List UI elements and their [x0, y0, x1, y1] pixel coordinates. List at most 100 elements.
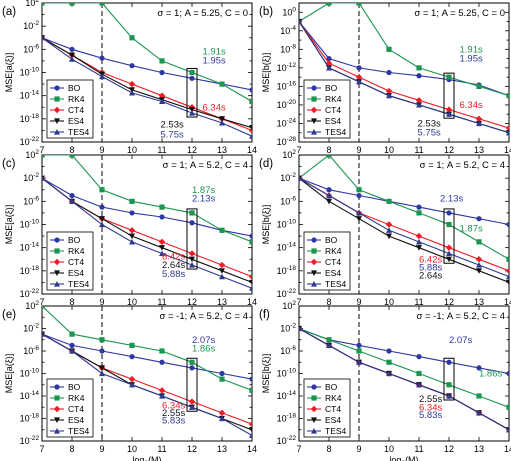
series-line-es4: [299, 177, 509, 283]
data-point-ct4: [475, 115, 483, 123]
series-line-bo: [42, 333, 252, 380]
legend-marker-es4: [311, 270, 317, 276]
x-tick-label: 8: [326, 297, 331, 307]
x-tick-label: 7: [296, 444, 301, 454]
chart-panel-b: 7 8 9 10 11 12 13 14 10-28 10-24 10-20 10-16 10-12 10…: [259, 2, 511, 155]
highlight-box: [186, 357, 198, 412]
data-point-rk4: [446, 382, 452, 388]
data-point-rk4: [326, 337, 332, 343]
data-point-tes4: [219, 415, 225, 422]
legend-marker-es4: [54, 417, 60, 423]
chart-panel-e: 7 8 9 10 11 12 13 14 10-22 10-18 10-14 10-10 10-6 10-…: [2, 300, 257, 461]
data-point-tes4: [416, 381, 422, 388]
legend-marker-ct4: [310, 106, 318, 114]
data-point-tes4: [99, 370, 105, 377]
data-point-bo: [129, 63, 135, 69]
data-point-tes4: [506, 273, 509, 280]
data-point-bo: [189, 365, 195, 371]
data-point-bo: [159, 359, 165, 365]
data-point-rk4: [386, 198, 392, 204]
y-tick-label: 100: [282, 6, 296, 17]
timing-label-es4: 2.64s: [419, 271, 442, 282]
series-line-ct4: [299, 21, 509, 129]
y-tick-label: 102: [25, 0, 39, 8]
data-point-rk4: [69, 3, 75, 6]
y-tick-label: 10-6: [23, 195, 39, 206]
y-tick-label: 10-6: [23, 43, 39, 54]
legend-label-rk4: RK4: [325, 393, 342, 403]
data-point-bo: [129, 354, 135, 360]
y-tick-label: 10-10: [277, 368, 297, 379]
y-tick-label: 10-10: [277, 219, 297, 230]
data-point-rk4: [356, 348, 362, 354]
data-point-rk4: [219, 227, 225, 233]
data-point-rk4: [129, 342, 135, 348]
data-point-bo: [326, 187, 332, 193]
x-tick-label: 10: [127, 145, 137, 155]
data-point-rk4: [129, 35, 135, 41]
data-point-ct4: [505, 267, 509, 275]
y-tick-label: 10-2: [280, 172, 296, 183]
data-point-rk4: [386, 359, 392, 365]
data-point-rk4: [159, 204, 165, 210]
data-point-bo: [99, 204, 105, 210]
data-point-tes4: [299, 175, 302, 181]
y-tick-label: 10-10: [20, 219, 40, 230]
data-point-tes4: [356, 209, 362, 216]
y-axis-label: MSE[b(ξ)]: [261, 53, 271, 93]
series-line-rk4: [299, 155, 509, 260]
y-axis-label: MSE[a(ξ)]: [4, 205, 14, 245]
data-point-ct4: [385, 221, 393, 228]
y-tick-label: 10-6: [23, 345, 39, 356]
panel-title: σ = 1; A = 5.2, C = 4: [163, 160, 248, 171]
legend-marker-rk4: [311, 96, 317, 102]
series-line-rk4: [299, 327, 509, 408]
data-point-es4: [99, 216, 105, 222]
y-axis-label: MSE[b(ξ)]: [261, 205, 271, 245]
legend-label-tes4: TES4: [325, 127, 347, 137]
timing-label-bo: 1.95s: [203, 55, 226, 66]
legend-marker-tes4: [311, 129, 317, 135]
data-point-es4: [249, 427, 252, 433]
y-tick-label: 10-14: [20, 90, 40, 101]
series-line-rk4: [299, 3, 509, 97]
data-point-tes4: [326, 342, 332, 348]
data-point-bo: [249, 233, 252, 239]
x-tick-label: 9: [356, 297, 361, 307]
legend-label-es4: ES4: [68, 268, 84, 278]
y-axis-label: MSE[a(ξ)]: [4, 53, 14, 93]
legend-marker-es4: [54, 270, 60, 276]
data-point-tes4: [189, 262, 195, 268]
data-point-rk4: [159, 58, 165, 64]
legend-marker-es4: [311, 118, 317, 124]
data-point-rk4: [249, 98, 252, 105]
series-line-bo: [299, 177, 509, 226]
data-point-tes4: [189, 404, 195, 410]
legend-box: [303, 231, 351, 291]
legend-marker-bo: [311, 85, 317, 91]
y-tick-label: 102: [282, 300, 296, 311]
panel-label: (b): [259, 6, 273, 18]
y-tick-label: 10-22: [20, 136, 40, 147]
panel-label: (d): [259, 158, 273, 170]
highlight-box: [443, 72, 455, 119]
x-tick-label: 9: [99, 444, 104, 454]
data-point-ct4: [445, 106, 453, 113]
series-line-rk4: [42, 3, 252, 102]
timing-label-bo: 2.13s: [192, 194, 215, 205]
x-tick-label: 14: [504, 145, 511, 155]
data-point-rk4: [129, 198, 135, 204]
data-point-rk4: [416, 370, 422, 377]
data-point-bo: [249, 376, 252, 382]
data-point-rk4: [476, 239, 482, 245]
data-point-es4: [446, 256, 452, 263]
x-tick-label: 13: [217, 145, 227, 155]
y-tick-label: 10-22: [20, 288, 40, 299]
series-line-bo: [42, 37, 252, 91]
x-tick-label: 13: [217, 444, 227, 454]
data-point-ct4: [188, 250, 196, 257]
data-point-bo: [189, 75, 195, 81]
